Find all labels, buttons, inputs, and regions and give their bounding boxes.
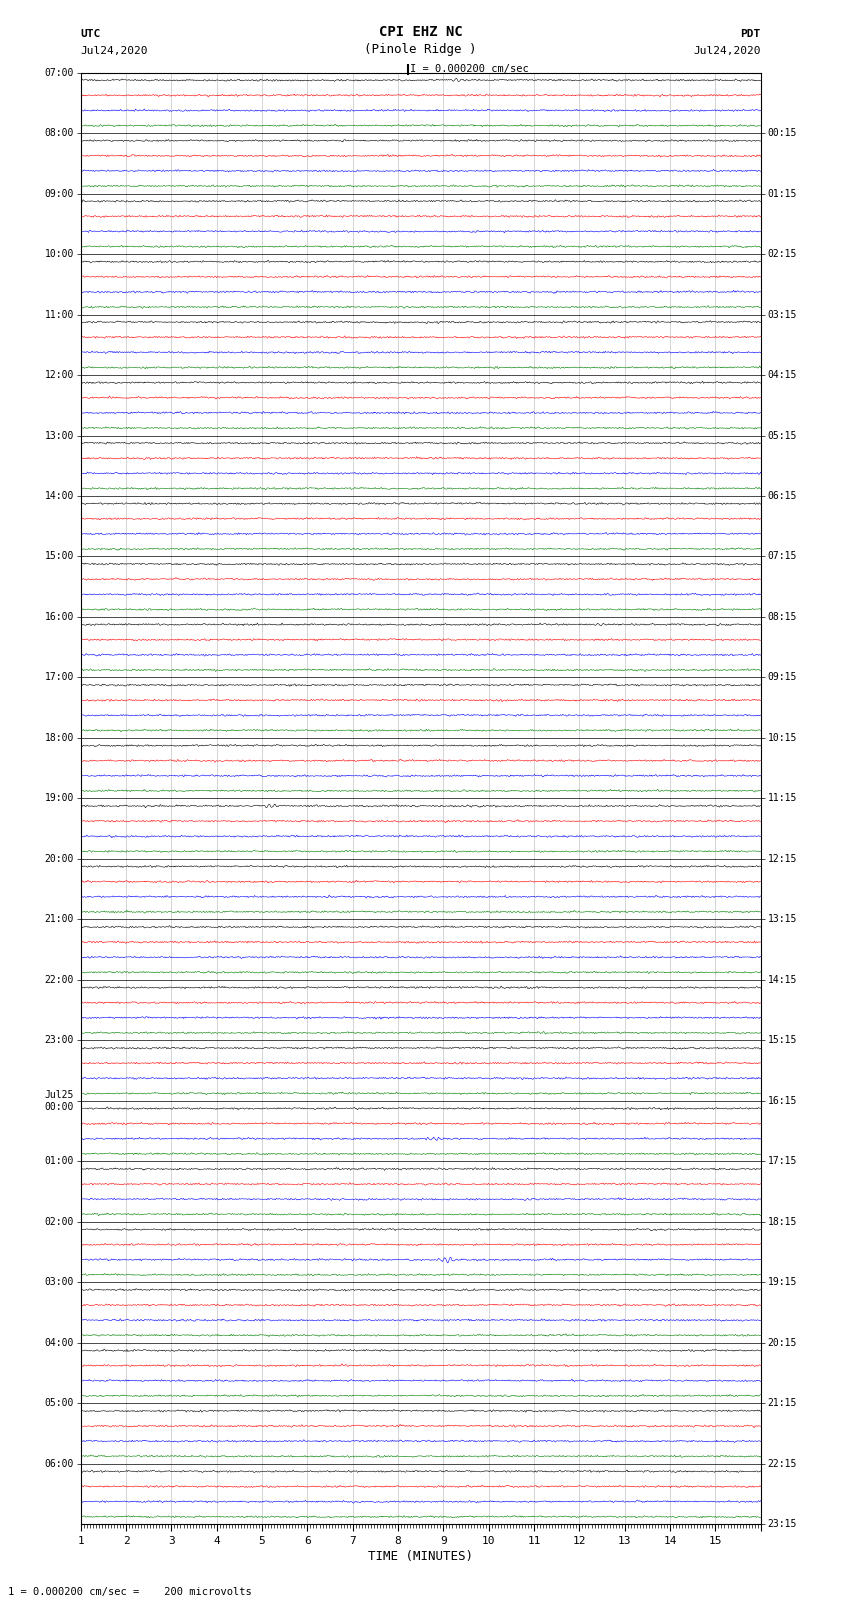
Text: PDT: PDT	[740, 29, 761, 39]
Text: UTC: UTC	[81, 29, 101, 39]
Text: (Pinole Ridge ): (Pinole Ridge )	[365, 44, 477, 56]
Text: 1 = 0.000200 cm/sec =    200 microvolts: 1 = 0.000200 cm/sec = 200 microvolts	[8, 1587, 252, 1597]
X-axis label: TIME (MINUTES): TIME (MINUTES)	[368, 1550, 473, 1563]
Text: Jul24,2020: Jul24,2020	[694, 47, 761, 56]
Text: CPI EHZ NC: CPI EHZ NC	[379, 24, 462, 39]
Text: I = 0.000200 cm/sec: I = 0.000200 cm/sec	[410, 65, 529, 74]
Text: Jul24,2020: Jul24,2020	[81, 47, 148, 56]
